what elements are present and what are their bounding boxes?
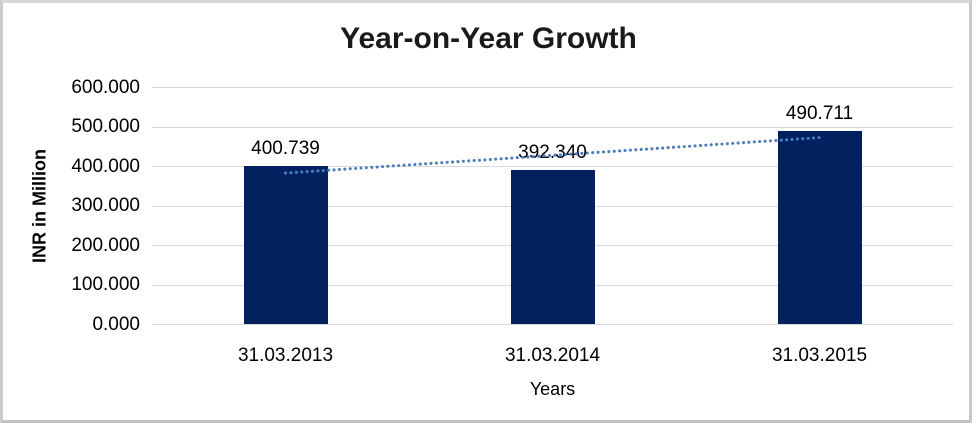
y-tick-label: 100.000 (71, 274, 140, 295)
y-tick-label: 200.000 (71, 234, 140, 256)
bar-value-label: 490.711 (785, 102, 854, 124)
x-axis-title: Years (529, 379, 576, 399)
y-tick-label: 600.000 (71, 76, 140, 98)
x-tick-label: 31.03.2015 (771, 344, 868, 366)
y-tick-label: 300.000 (71, 195, 140, 216)
chart-title: Year-on-Year Growth (340, 22, 637, 55)
bar-value-label: 400.739 (251, 138, 320, 160)
bar (510, 169, 595, 325)
y-tick-label: 500.000 (71, 116, 140, 137)
y-tick-label: 400.000 (71, 155, 140, 177)
gridline (152, 87, 953, 88)
y-tick-label: 0.000 (92, 313, 140, 335)
gridline (152, 126, 953, 128)
bar-value-label: 392.340 (518, 141, 587, 163)
bar (777, 130, 862, 325)
x-tick-label: 31.03.2014 (504, 344, 601, 366)
x-tick-label: 31.03.2013 (237, 344, 334, 366)
gridline (152, 324, 953, 325)
bar (243, 166, 328, 325)
